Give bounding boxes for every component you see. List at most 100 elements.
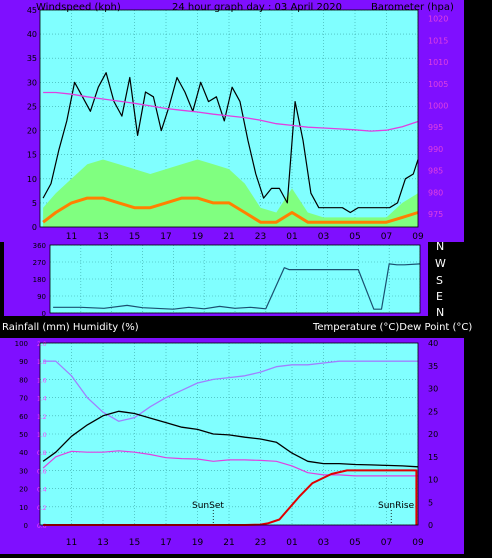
sunrise-label: SunRise bbox=[378, 501, 415, 511]
wind-tick-label: 10 bbox=[27, 175, 37, 184]
min-wind-line bbox=[42, 196, 419, 224]
direction-tick-label: 180 bbox=[33, 276, 46, 284]
temp-hour-label: 07 bbox=[381, 538, 392, 548]
rainfall-tick-label: 2.0 bbox=[37, 341, 47, 348]
temperature-dewpoint-axis-title: Temperature (°C)Dew Point (°C) bbox=[312, 322, 472, 333]
rainfall-tick-label: 1.2 bbox=[37, 414, 47, 421]
barometer-tick-label: 1005 bbox=[428, 80, 448, 89]
humidity-tick-label: 60 bbox=[19, 413, 28, 421]
plot-border-0 bbox=[39, 9, 419, 228]
humidity-tick-label: 20 bbox=[19, 486, 28, 494]
compass-n-bottom: N bbox=[436, 306, 444, 319]
rainfall-tick-label: 0.4 bbox=[37, 487, 47, 494]
rainfall-tick-label: 1.0 bbox=[37, 432, 47, 439]
temp-hour-label: 15 bbox=[129, 538, 140, 548]
humidity-tick-label: 30 bbox=[19, 467, 28, 475]
temp-hour-label: 21 bbox=[223, 538, 234, 548]
temp-hour-label: 11 bbox=[66, 538, 77, 548]
barometer-tick-label: 1010 bbox=[428, 58, 448, 67]
temperature-tick-label: 30 bbox=[428, 385, 438, 394]
rainfall-tick-label: 1.8 bbox=[37, 359, 47, 366]
humidity-tick-label: 40 bbox=[19, 449, 28, 457]
dew-point-line bbox=[42, 450, 418, 477]
gust-line bbox=[42, 72, 419, 214]
barometer-line bbox=[43, 91, 419, 132]
wind-direction-line bbox=[53, 263, 421, 310]
temperature-tick-label: 25 bbox=[428, 407, 438, 416]
temperature-tick-label: 20 bbox=[428, 430, 438, 439]
top-right-strip bbox=[418, 0, 464, 242]
temp-hour-label: 17 bbox=[160, 538, 171, 548]
chart-title: 24 hour graph day : 03 April 2020 bbox=[172, 2, 342, 13]
wind-hour-label: 05 bbox=[349, 232, 360, 242]
temperature-tick-label: 15 bbox=[428, 453, 438, 462]
barometer-tick-label: 1015 bbox=[428, 36, 448, 45]
humidity-tick-label: 50 bbox=[19, 431, 28, 439]
rainfall-tick-label: 0.2 bbox=[37, 505, 47, 512]
wind-hour-label: 19 bbox=[192, 232, 204, 242]
temp-hour-label: 23 bbox=[255, 538, 266, 548]
rainfall-tick-label: 0.6 bbox=[37, 468, 47, 475]
wind-hour-label: 17 bbox=[160, 232, 171, 242]
wind-tick-label: 15 bbox=[27, 151, 37, 160]
direction-tick-label: 90 bbox=[37, 293, 46, 301]
direction-tick-label: 360 bbox=[33, 242, 46, 250]
avg-wind-area bbox=[43, 159, 418, 227]
humidity-tick-label: 0 bbox=[24, 522, 28, 530]
direction-tick-label: 270 bbox=[33, 259, 46, 267]
wind-hour-label: 01 bbox=[286, 232, 297, 242]
barometer-tick-label: 975 bbox=[428, 210, 443, 219]
rainfall-tick-label: 0.0 bbox=[37, 523, 47, 530]
wind-tick-label: 40 bbox=[27, 30, 37, 39]
humidity-tick-label: 80 bbox=[19, 376, 28, 384]
barometer-tick-label: 995 bbox=[428, 123, 443, 132]
temperature-tick-label: 40 bbox=[428, 339, 438, 348]
rainfall-humidity-axis-title: Rainfall (mm) Humidity (%) bbox=[2, 322, 139, 333]
temperature-tick-label: 10 bbox=[428, 476, 438, 485]
sunset-label: SunSet bbox=[192, 501, 224, 511]
plot-border-2 bbox=[39, 342, 419, 526]
temperature-tick-label: 5 bbox=[428, 498, 433, 507]
temperature-line bbox=[42, 410, 419, 468]
wind-tick-label: 35 bbox=[27, 54, 37, 63]
humidity-tick-label: 90 bbox=[19, 358, 28, 366]
barometer-tick-label: 990 bbox=[428, 145, 443, 154]
temp-hour-label: 03 bbox=[318, 538, 329, 548]
barometer-tick-label: 985 bbox=[428, 167, 443, 176]
direction-tick-label: 0 bbox=[42, 310, 46, 318]
wind-hour-label: 15 bbox=[129, 232, 140, 242]
plot-border-1 bbox=[49, 244, 421, 314]
wind-axis-title: Windspeed (kph) bbox=[36, 2, 121, 13]
wind-hour-label: 11 bbox=[66, 232, 77, 242]
wind-tick-label: 25 bbox=[27, 102, 37, 111]
wind-tick-label: 20 bbox=[27, 127, 37, 136]
rainfall-tick-label: 1.4 bbox=[37, 396, 47, 403]
humidity-tick-label: 70 bbox=[19, 395, 28, 403]
compass-n-top: N bbox=[436, 240, 444, 253]
wind-hour-label: 03 bbox=[318, 232, 329, 242]
compass-w: W bbox=[435, 257, 446, 270]
temp-hour-label: 05 bbox=[349, 538, 360, 548]
temp-hour-label: 09 bbox=[412, 538, 424, 548]
barometer-tick-label: 1020 bbox=[428, 15, 448, 24]
wind-hour-label: 23 bbox=[255, 232, 266, 242]
temp-hour-label: 19 bbox=[192, 538, 204, 548]
wind-hour-label: 07 bbox=[381, 232, 392, 242]
wind-tick-label: 0 bbox=[32, 223, 37, 232]
wind-hour-label: 21 bbox=[223, 232, 234, 242]
humidity-tick-label: 10 bbox=[19, 504, 28, 512]
wind-hour-label: 09 bbox=[412, 232, 424, 242]
temperature-tick-label: 0 bbox=[428, 521, 433, 530]
barometer-axis-title: Barometer (hpa) bbox=[371, 2, 454, 13]
temp-hour-label: 13 bbox=[97, 538, 108, 548]
wind-tick-label: 30 bbox=[27, 78, 37, 87]
barometer-tick-label: 1000 bbox=[428, 101, 448, 110]
rainfall-tick-label: 1.6 bbox=[37, 377, 47, 384]
wind-tick-label: 45 bbox=[27, 6, 37, 15]
barometer-tick-label: 980 bbox=[428, 188, 443, 197]
temp-hour-label: 01 bbox=[286, 538, 297, 548]
temperature-tick-label: 35 bbox=[428, 362, 438, 371]
rainfall-tick-label: 0.8 bbox=[37, 450, 47, 457]
